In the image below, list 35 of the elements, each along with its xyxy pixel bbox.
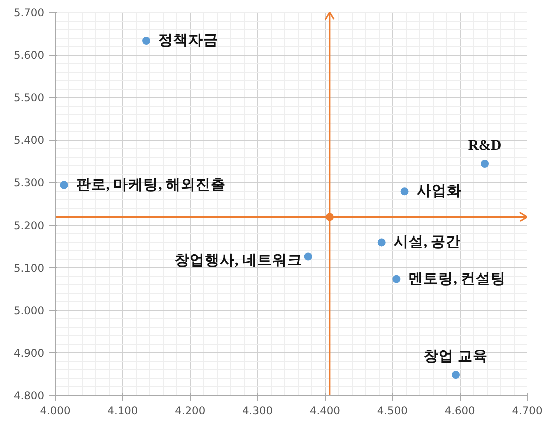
y-tick-label: 5.200 [14, 219, 45, 232]
x-tick-label: 4.600 [444, 404, 476, 418]
point [378, 238, 386, 247]
y-tick-label: 5.600 [14, 49, 45, 62]
annotation: 멘토링, 컨설팅 [408, 271, 506, 288]
x-tick-label: 4.400 [310, 404, 341, 418]
x-tick-label: 4.100 [108, 404, 138, 418]
point [142, 37, 151, 46]
annotation: 창업행사, 네트워크 [175, 252, 302, 269]
y-tick-label: 5.500 [14, 92, 45, 105]
x-tick-label: 4.000 [40, 404, 71, 418]
point [60, 181, 68, 190]
point [481, 160, 490, 168]
x-tick-label: 4.500 [377, 404, 408, 418]
point [452, 371, 460, 380]
y-tick-label: 5.000 [14, 304, 45, 318]
x-tick-label: 4.700 [512, 404, 543, 418]
annotation: R&D [468, 138, 502, 154]
annotation: 정책자금 [158, 33, 219, 50]
y-tick-label: 4.900 [14, 346, 45, 360]
x-tick-label: 4.200 [175, 404, 206, 418]
annotation: 시설, 공간 [394, 234, 462, 251]
y-tick-label: 5.300 [14, 176, 45, 190]
y-tick-label: 4.800 [14, 390, 45, 402]
point [400, 188, 409, 196]
y-tick-label: 5.100 [14, 262, 45, 275]
point [392, 275, 401, 284]
annotation: 사업화 [416, 184, 462, 200]
y-tick-label: 5.400 [14, 134, 45, 148]
point [326, 213, 334, 222]
annotation: 창업 교육 [424, 349, 488, 366]
y-tick-label: 5.700 [14, 6, 45, 20]
x-tick-label: 4.300 [242, 404, 274, 418]
annotation: 판로, 마케팅, 해외진출 [76, 177, 226, 194]
point [304, 252, 312, 261]
